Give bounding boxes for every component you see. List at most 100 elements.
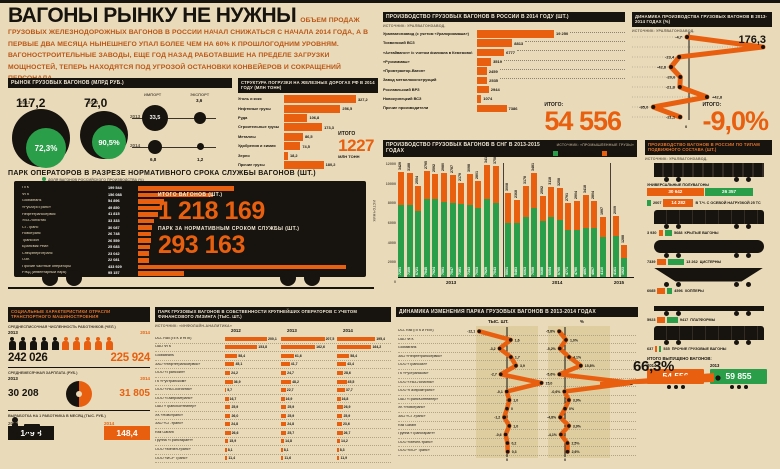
y-tick-label: 12000 [385, 162, 396, 166]
year-cell: 207,5 [281, 336, 337, 341]
person-icon [19, 336, 27, 350]
loading-row: Строительные грузы 173,3 [238, 123, 378, 132]
boxcar-wagon-icon [653, 209, 764, 229]
wheel-icon [675, 310, 681, 316]
svg-text:-5,6%: -5,6% [546, 373, 556, 377]
owner-row: Группа «Трансгарант» 15,9 14,8 14,2 [155, 438, 391, 447]
value-label: 19 250 [556, 31, 569, 37]
green-square-icon [553, 151, 559, 156]
green-value-label: 5483 [513, 267, 518, 275]
value-label: 23 042 [108, 251, 120, 256]
orange-value-label: 3258 [556, 177, 561, 186]
person-icons [8, 336, 150, 350]
export-2013 [194, 112, 206, 124]
green-segment: 7059 [531, 207, 538, 277]
type-values: 637 535 ПРОЧИЕ ГРУЗОВЫЕ ВАГОНЫ [647, 345, 770, 352]
y-tick-label: 10000 [385, 181, 396, 186]
bar [225, 413, 231, 418]
chip-2014 [655, 345, 658, 352]
year-cell: 200,1 [225, 336, 281, 341]
operator-label: Rail Garant [155, 430, 174, 434]
value-label: 36,9 [233, 379, 241, 384]
production-title: ПРОИЗВОДСТВО ГРУЗОВЫХ ВАГОНОВ В РОССИИ В… [383, 12, 625, 23]
category-label: Строительные грузы [238, 124, 280, 130]
type-name: ПЛАТФОРМЫ [690, 317, 716, 322]
export-label: ЭКСПОРТ [190, 92, 210, 97]
bar [477, 67, 487, 75]
bar [225, 353, 238, 358]
bar [225, 447, 227, 452]
category-label: Прочие грузы [238, 161, 265, 167]
owner-row: UCL Rail (ПГК и НПК) 200,1 207,5 195,4 [155, 335, 391, 344]
svg-text:-1,2: -1,2 [494, 416, 500, 420]
output-values: 2013 149,8 2014 148,4 [8, 416, 150, 440]
year-label: 2013 [130, 114, 141, 119]
orange-value-label: 3418 [483, 155, 488, 164]
value-label: 24,7 [287, 370, 294, 375]
year-cell: 26,9 [337, 405, 385, 410]
operator-label: ООО «УВЗ-Логистик» [398, 380, 435, 384]
green-segment: 5688 [539, 221, 546, 277]
y-tick-label: 2000 [387, 260, 396, 265]
year-cell: 61,6 [281, 353, 337, 358]
bar [138, 225, 153, 230]
year-cell: 25,9 [337, 413, 385, 418]
loading-title: СТРУКТУРА ПОГРУЗКИ НА ЖЕЛЕЗНЫХ ДОРОГАХ Р… [238, 78, 378, 93]
owner-row: ГК «Рустранском» 36,9 48,2 45,5 [155, 378, 391, 387]
svg-text:-21,1: -21,1 [666, 115, 676, 120]
type-values: 30 642 26 357 [647, 187, 770, 196]
type-name: В Т.Ч. С ОСЕВОЙ НАГРУЗКОЙ 25 ТС [695, 200, 761, 205]
leader-line [525, 41, 625, 43]
value-label: 25,9 [231, 405, 239, 410]
green-segment: 4967 [591, 228, 598, 277]
green-value-label: 5688 [539, 267, 544, 275]
value-label: 199 544 [108, 186, 122, 191]
value-label: 22,7 [286, 388, 294, 393]
change-row: ОАО «ТрансКонтейнер» [398, 396, 636, 405]
green-segment: 5483 [513, 223, 520, 277]
value-label: 8,1 [283, 447, 289, 452]
year-cell: 8,1 [225, 447, 281, 452]
output-2013: 149,8 [8, 425, 54, 440]
green-segment: 7291 [398, 205, 404, 277]
chip-2013 [659, 345, 662, 352]
orange-segment [466, 174, 473, 205]
types-list: УНИВЕРСАЛЬНЫЕ ПОЛУВАГОНЫ 30 642 26 357 2007… [645, 162, 772, 352]
value-label: 2459 [488, 68, 498, 74]
loading-row: Нефтяные грузы 256,5 [238, 104, 378, 113]
operator-label: ФГК [22, 192, 30, 196]
orange-value-label: 3178 [522, 176, 527, 185]
production-chart: Уралвагонзавод (с учетом «Уралкриомаша»)… [383, 29, 625, 113]
year-cell: 26,6 [225, 430, 281, 435]
operator-label: ОАО «ТрансКонтейнер» [155, 405, 197, 409]
fleet-row: Новотранс 26 748 [22, 231, 362, 238]
type-name: ПРОЧИЕ ГРУЗОВЫЕ ВАГОНЫ [671, 346, 727, 351]
green-value-label: 4957 [582, 267, 587, 275]
change-row: ООО «Трансойл» [398, 361, 636, 370]
operator-label: Трансойл [22, 238, 39, 242]
value-label: 16,8 [341, 396, 349, 401]
stacked-bar: 2009 4161 [612, 206, 619, 277]
value-2013: 5688 [674, 230, 683, 235]
value-label: 14,8 [285, 439, 292, 444]
orange-value-label: 1288 [621, 235, 626, 244]
green-value-label: 4110 [599, 267, 604, 275]
operator-label: UCL Rail (ПГК и НПК) [155, 336, 192, 340]
wheel-icon [663, 252, 669, 258]
orange-segment [505, 193, 512, 223]
value-label: 25 683 [108, 245, 120, 250]
person-icon [51, 336, 59, 350]
year-label: 2014 [552, 280, 563, 285]
fleet-row: ПГК 199 544 [22, 185, 362, 192]
market-panel: РЫНОК ГРУЗОВЫХ ВАГОНОВ (МЛРД РУБ.) 2013 … [8, 78, 232, 182]
bar [337, 430, 343, 435]
bar [281, 422, 287, 427]
year-cell: 24,2 [225, 370, 281, 375]
bar [225, 439, 229, 444]
bar [281, 456, 284, 461]
green-dot-icon [42, 177, 46, 181]
value-label: 37,7 [345, 388, 353, 393]
value-2013: 26 357 [704, 187, 754, 196]
types-total-label: ИТОГО ВЫПУЩЕНО ВАГОНОВ: [647, 355, 712, 361]
year-cell: 24,8 [225, 422, 281, 427]
